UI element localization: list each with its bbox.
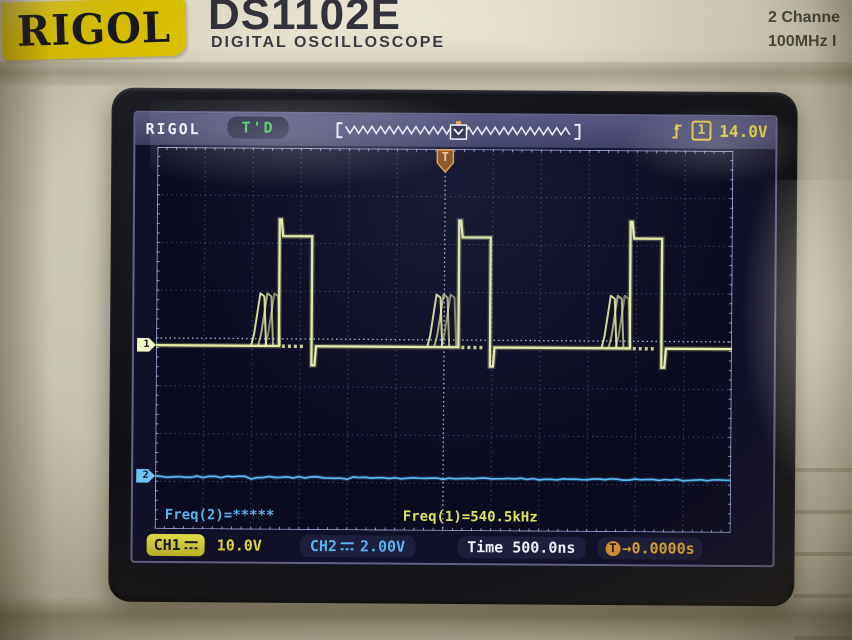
settings-bar: CH1 10.0V CH2 2.00V Time 500.0ns T →0.00…: [132, 528, 773, 566]
trigger-source-badge: 1: [691, 120, 712, 141]
panel-bottom-shadow: [0, 596, 852, 640]
trigger-t-icon: T: [605, 540, 621, 556]
screen-bezel: RIGOL T'D 1 14.0V T 1 2 Freq(2)=***** Fr…: [108, 87, 798, 607]
ch1-scale-value: 10.0V: [216, 536, 262, 555]
status-bar: RIGOL T'D 1 14.0V: [135, 112, 776, 150]
spec-text: 2 Channe 100MHz I: [768, 6, 852, 54]
trigger-info-cluster: 1 14.0V: [669, 120, 768, 142]
trigger-offset-value: →0.0000s: [622, 539, 695, 558]
panel-molding-edge: [0, 62, 852, 86]
ch1-badge: CH1: [146, 533, 205, 557]
spec-bandwidth: 100MHz I: [768, 33, 837, 50]
ch2-scale-value: 2.00V: [359, 537, 406, 556]
timebase-readout: Time 500.0ns: [457, 536, 586, 559]
waveform-area: T: [154, 146, 734, 533]
dc-coupling-icon: [341, 541, 354, 551]
ch2-label-group: CH2: [310, 537, 354, 555]
ch2-label: CH2: [309, 537, 338, 556]
trigger-offset-readout: T →0.0000s: [597, 537, 703, 560]
time-value: 500.0ns: [512, 538, 576, 557]
dc-coupling-icon: [185, 540, 198, 550]
freq-ch1-readout: Freq(1)=540.5kHz: [402, 508, 538, 526]
rigol-logo-text: RIGOL: [16, 2, 172, 56]
trigger-memory-bar: [336, 121, 581, 140]
time-label: Time: [467, 538, 504, 557]
freq-ch2-readout: Freq(2)=*****: [164, 506, 275, 524]
ch2-ground-marker: 2: [136, 469, 155, 483]
ch2-badge: CH2 2.00V: [299, 534, 416, 558]
lcd-display: RIGOL T'D 1 14.0V T 1 2 Freq(2)=***** Fr…: [130, 110, 778, 568]
ch1-ground-marker: 1: [137, 338, 156, 352]
screen-brand-label: RIGOL: [145, 119, 201, 139]
trigger-level-value: 14.0V: [719, 121, 768, 141]
spec-channels: 2 Channe: [768, 9, 841, 26]
rigol-logo: RIGOL: [1, 0, 187, 61]
model-subtitle: DIGITAL OSCILLOSCOPE: [211, 34, 446, 51]
graticule-and-traces: T: [154, 146, 734, 533]
svg-text:T: T: [442, 150, 449, 164]
trigger-status-badge: T'D: [227, 116, 289, 139]
edge-trigger-icon: [672, 123, 682, 139]
ch1-label: CH1: [153, 535, 181, 555]
